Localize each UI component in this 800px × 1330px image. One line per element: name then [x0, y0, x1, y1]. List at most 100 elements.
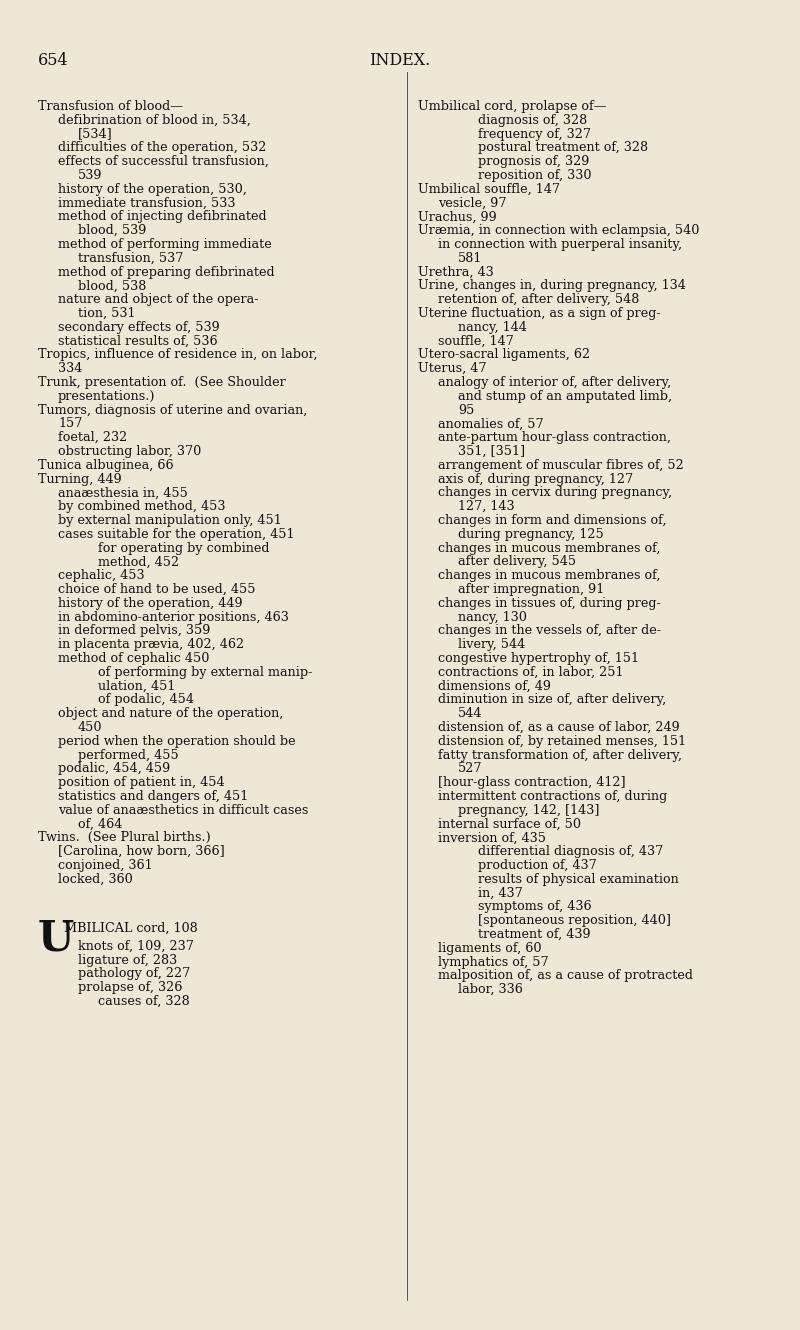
Text: history of the operation, 530,: history of the operation, 530, [58, 182, 247, 196]
Text: causes of, 328: causes of, 328 [98, 995, 190, 1008]
Text: statistical results of, 536: statistical results of, 536 [58, 335, 218, 347]
Text: in connection with puerperal insanity,: in connection with puerperal insanity, [438, 238, 682, 251]
Text: by combined method, 453: by combined method, 453 [58, 500, 226, 513]
Text: labor, 336: labor, 336 [458, 983, 523, 996]
Text: 527: 527 [458, 762, 482, 775]
Text: conjoined, 361: conjoined, 361 [58, 859, 153, 872]
Text: 539: 539 [78, 169, 102, 182]
Text: changes in tissues of, during preg-: changes in tissues of, during preg- [438, 597, 661, 609]
Text: method of cephalic 450: method of cephalic 450 [58, 652, 210, 665]
Text: 450: 450 [78, 721, 102, 734]
Text: of podalic, 454: of podalic, 454 [98, 693, 194, 706]
Text: axis of, during pregnancy, 127: axis of, during pregnancy, 127 [438, 472, 633, 485]
Text: ligaments of, 60: ligaments of, 60 [438, 942, 542, 955]
Text: inversion of, 435: inversion of, 435 [438, 831, 546, 845]
Text: Umbilical cord, prolapse of—: Umbilical cord, prolapse of— [418, 100, 606, 113]
Text: position of patient in, 454: position of patient in, 454 [58, 777, 225, 789]
Text: ulation, 451: ulation, 451 [98, 680, 175, 693]
Text: diminution in size of, after delivery,: diminution in size of, after delivery, [438, 693, 666, 706]
Text: defibrination of blood in, 534,: defibrination of blood in, 534, [58, 114, 251, 126]
Text: symptoms of, 436: symptoms of, 436 [478, 900, 592, 914]
Text: 581: 581 [458, 251, 482, 265]
Text: podalic, 454, 459: podalic, 454, 459 [58, 762, 170, 775]
Text: prolapse of, 326: prolapse of, 326 [78, 982, 182, 994]
Text: performed, 455: performed, 455 [78, 749, 178, 762]
Text: [Carolina, how born, 366]: [Carolina, how born, 366] [58, 845, 225, 858]
Text: MBILICAL cord, 108: MBILICAL cord, 108 [64, 922, 198, 935]
Text: congestive hypertrophy of, 151: congestive hypertrophy of, 151 [438, 652, 639, 665]
Text: history of the operation, 449: history of the operation, 449 [58, 597, 242, 609]
Text: immediate transfusion, 533: immediate transfusion, 533 [58, 197, 235, 210]
Text: Uræmia, in connection with eclampsia, 540: Uræmia, in connection with eclampsia, 54… [418, 225, 699, 237]
Text: changes in mucous membranes of,: changes in mucous membranes of, [438, 541, 661, 555]
Text: INDEX.: INDEX. [370, 52, 430, 69]
Text: lymphatics of, 57: lymphatics of, 57 [438, 955, 549, 968]
Text: diagnosis of, 328: diagnosis of, 328 [478, 114, 587, 126]
Text: pregnancy, 142, [143]: pregnancy, 142, [143] [458, 803, 599, 817]
Text: souffle, 147: souffle, 147 [438, 335, 514, 347]
Text: internal surface of, 50: internal surface of, 50 [438, 818, 581, 831]
Text: Trunk, presentation of.  (See Shoulder: Trunk, presentation of. (See Shoulder [38, 376, 286, 388]
Text: differential diagnosis of, 437: differential diagnosis of, 437 [478, 845, 663, 858]
Text: knots of, 109, 237: knots of, 109, 237 [78, 940, 194, 952]
Text: Urachus, 99: Urachus, 99 [418, 210, 497, 223]
Text: of, 464: of, 464 [78, 818, 122, 831]
Text: contractions of, in labor, 251: contractions of, in labor, 251 [438, 666, 623, 678]
Text: transfusion, 537: transfusion, 537 [78, 251, 183, 265]
Text: 127, 143: 127, 143 [458, 500, 514, 513]
Text: results of physical examination: results of physical examination [478, 872, 678, 886]
Text: ante-partum hour-glass contraction,: ante-partum hour-glass contraction, [438, 431, 671, 444]
Text: in, 437: in, 437 [478, 887, 522, 899]
Text: by external manipulation only, 451: by external manipulation only, 451 [58, 513, 282, 527]
Text: for operating by combined: for operating by combined [98, 541, 270, 555]
Text: [hour-glass contraction, 412]: [hour-glass contraction, 412] [438, 777, 626, 789]
Text: method of preparing defibrinated: method of preparing defibrinated [58, 266, 274, 278]
Text: changes in form and dimensions of,: changes in form and dimensions of, [438, 513, 666, 527]
Text: during pregnancy, 125: during pregnancy, 125 [458, 528, 604, 541]
Text: in deformed pelvis, 359: in deformed pelvis, 359 [58, 624, 210, 637]
Text: 351, [351]: 351, [351] [458, 446, 525, 458]
Text: frequency of, 327: frequency of, 327 [478, 128, 591, 141]
Text: Turning, 449: Turning, 449 [38, 472, 122, 485]
Text: period when the operation should be: period when the operation should be [58, 734, 296, 747]
Text: changes in cervix during pregnancy,: changes in cervix during pregnancy, [438, 487, 672, 499]
Text: in placenta prævia, 402, 462: in placenta prævia, 402, 462 [58, 638, 244, 652]
Text: malposition of, as a cause of protracted: malposition of, as a cause of protracted [438, 970, 693, 983]
Text: distension of, as a cause of labor, 249: distension of, as a cause of labor, 249 [438, 721, 680, 734]
Text: [534]: [534] [78, 128, 113, 141]
Text: object and nature of the operation,: object and nature of the operation, [58, 708, 283, 721]
Text: after delivery, 545: after delivery, 545 [458, 556, 576, 568]
Text: U: U [38, 918, 74, 960]
Text: choice of hand to be used, 455: choice of hand to be used, 455 [58, 583, 255, 596]
Text: anomalies of, 57: anomalies of, 57 [438, 418, 544, 431]
Text: cases suitable for the operation, 451: cases suitable for the operation, 451 [58, 528, 294, 541]
Text: 95: 95 [458, 403, 474, 416]
Text: presentations.): presentations.) [58, 390, 155, 403]
Text: 654: 654 [38, 52, 69, 69]
Text: changes in mucous membranes of,: changes in mucous membranes of, [438, 569, 661, 583]
Text: reposition of, 330: reposition of, 330 [478, 169, 591, 182]
Text: cephalic, 453: cephalic, 453 [58, 569, 145, 583]
Text: Transfusion of blood—: Transfusion of blood— [38, 100, 183, 113]
Text: method of performing immediate: method of performing immediate [58, 238, 272, 251]
Text: anaæsthesia in, 455: anaæsthesia in, 455 [58, 487, 188, 499]
Text: intermittent contractions of, during: intermittent contractions of, during [438, 790, 667, 803]
Text: livery, 544: livery, 544 [458, 638, 526, 652]
Text: 334: 334 [58, 362, 82, 375]
Text: vesicle, 97: vesicle, 97 [438, 197, 506, 210]
Text: locked, 360: locked, 360 [58, 872, 133, 886]
Text: effects of successful transfusion,: effects of successful transfusion, [58, 156, 269, 168]
Text: ligature of, 283: ligature of, 283 [78, 954, 178, 967]
Text: value of anaæsthetics in difficult cases: value of anaæsthetics in difficult cases [58, 803, 308, 817]
Text: statistics and dangers of, 451: statistics and dangers of, 451 [58, 790, 248, 803]
Text: [spontaneous reposition, 440]: [spontaneous reposition, 440] [478, 914, 671, 927]
Text: dimensions of, 49: dimensions of, 49 [438, 680, 551, 693]
Text: postural treatment of, 328: postural treatment of, 328 [478, 141, 648, 154]
Text: distension of, by retained menses, 151: distension of, by retained menses, 151 [438, 734, 686, 747]
Text: Twins.  (See Plural births.): Twins. (See Plural births.) [38, 831, 210, 845]
Text: blood, 539: blood, 539 [78, 225, 146, 237]
Text: after impregnation, 91: after impregnation, 91 [458, 583, 604, 596]
Text: Umbilical souffle, 147: Umbilical souffle, 147 [418, 182, 560, 196]
Text: Uterine fluctuation, as a sign of preg-: Uterine fluctuation, as a sign of preg- [418, 307, 661, 321]
Text: method of injecting defibrinated: method of injecting defibrinated [58, 210, 266, 223]
